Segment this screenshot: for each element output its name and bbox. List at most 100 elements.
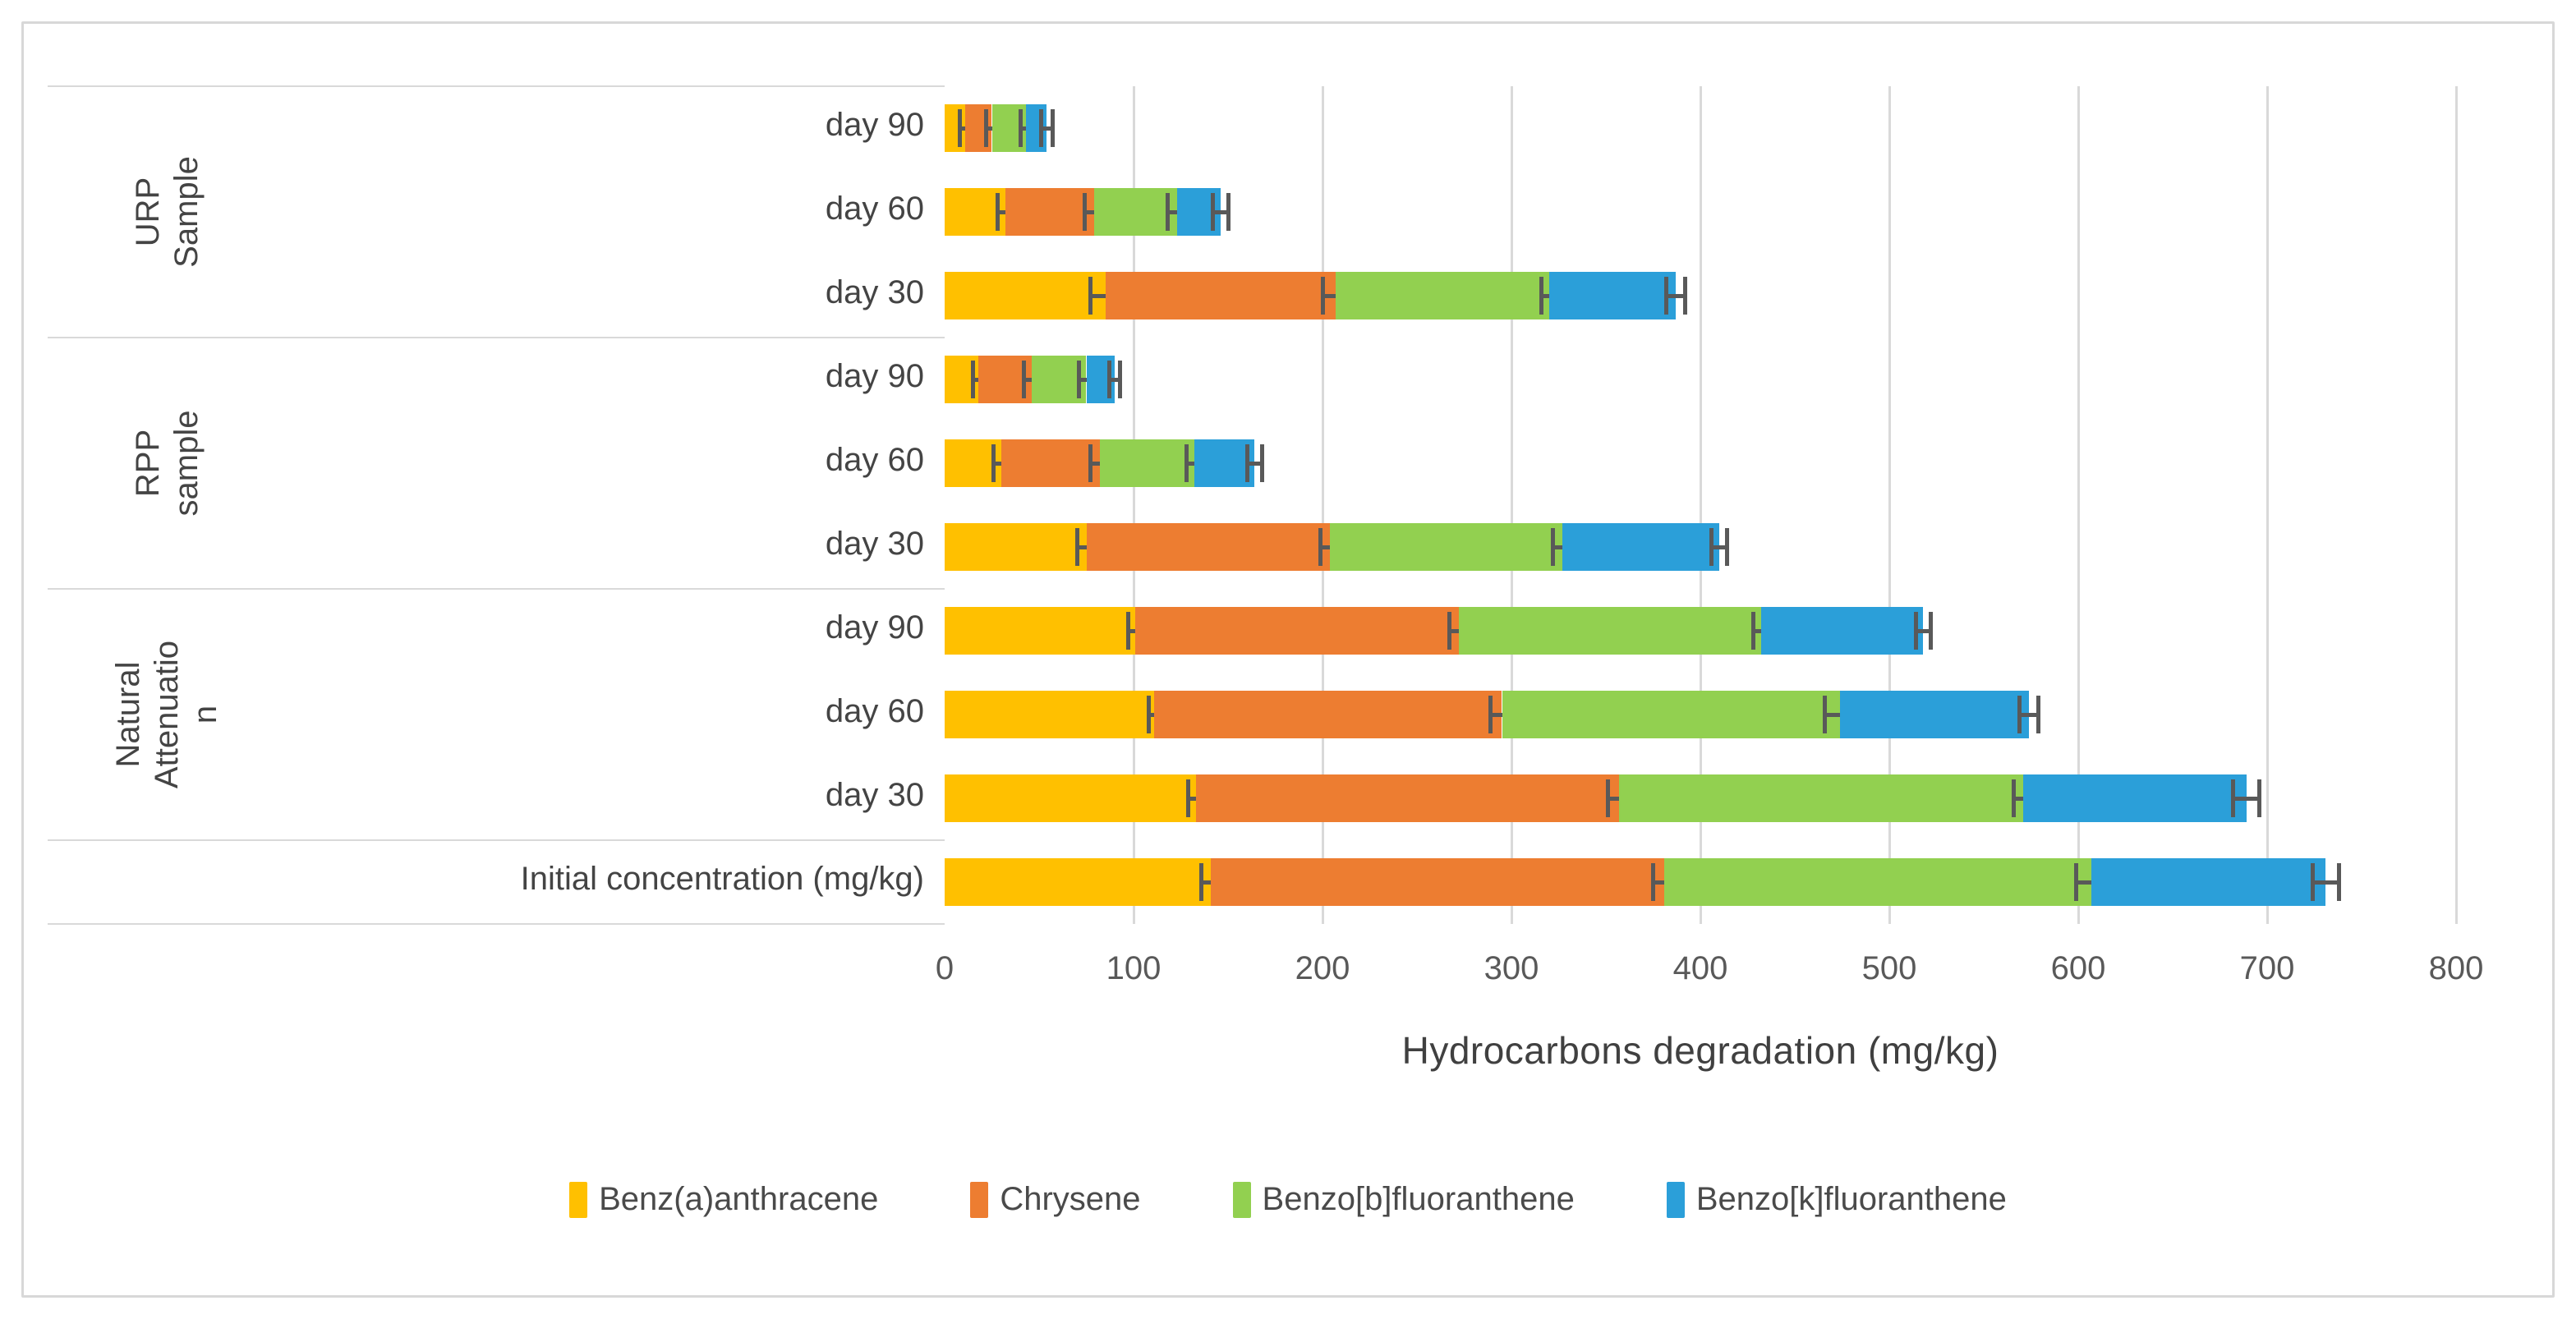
x-tick-label: 700 [2239,950,2295,986]
x-tick-label: 800 [2428,950,2484,986]
x-tick-label: 100 [1106,950,1162,986]
bar-segment-benz-a-anthracene [945,691,1155,738]
error-bar [986,126,998,131]
error-bar [959,126,972,131]
bar-segment-benzo-k-fluoranthene [1549,272,1677,319]
bar-segment-chrysene [1001,439,1100,487]
bar-segment-chrysene [1086,523,1331,571]
error-bar [1916,628,1931,633]
error-bar-cap [1259,444,1264,482]
chart-border-frame [21,21,2555,1298]
error-bar-cap [1539,277,1544,315]
group-label: RPP sample [130,410,205,517]
bar-segment-benz-a-anthracene [945,607,1136,655]
error-bar-cap [1447,612,1451,650]
x-tick-label: 0 [935,950,954,986]
error-bar [1490,712,1514,717]
error-bar-cap [1146,696,1151,733]
error-bar [2019,712,2039,717]
bar-segment-benzo-k-fluoranthene [1194,439,1255,487]
error-bar-cap [1186,779,1191,817]
category-label: day 30 [825,777,924,813]
error-bar [2312,880,2339,885]
error-bar-cap [1088,277,1092,315]
error-bar-cap [1211,193,1216,231]
error-bar-cap [1226,193,1230,231]
x-tick-label: 500 [1861,950,1917,986]
error-bar-cap [957,109,962,147]
legend-item: Chrysene [970,1181,1141,1218]
error-bar [1024,377,1039,382]
error-bar-cap [2231,779,2236,817]
bar-segment-benz-a-anthracene [945,523,1087,571]
error-bar-cap [1074,528,1079,566]
x-tick-label: 200 [1295,950,1350,986]
error-bar-cap [1709,528,1714,566]
error-bar-cap [2074,863,2079,901]
bar-segment-benzo-b-fluoranthene [1502,691,1841,738]
bar-segment-benzo-b-fluoranthene [1619,774,2024,822]
error-bar-cap [1088,444,1092,482]
category-label: day 30 [825,526,924,562]
category-label: day 60 [825,442,924,478]
error-bar-cap [1165,193,1170,231]
legend-label: Chrysene [1000,1181,1141,1217]
error-bar-cap [1551,528,1556,566]
category-label: Initial concentration (mg/kg) [520,861,924,897]
bar-segment-benz-a-anthracene [945,858,1212,906]
category-divider [48,85,945,87]
error-bar-cap [1320,277,1325,315]
legend-marker-icon [1232,1181,1251,1218]
error-bar [1666,293,1686,298]
error-bar-cap [1125,612,1130,650]
bar-segment-benzo-k-fluoranthene [2091,858,2326,906]
bar-segment-benzo-b-fluoranthene [1330,523,1563,571]
gridline [1699,86,1702,924]
category-label: day 90 [825,107,924,143]
bar-segment-benzo-k-fluoranthene [1840,691,2030,738]
legend-item: Benzo[b]fluoranthene [1232,1181,1575,1218]
bar-segment-benz-a-anthracene [945,188,1005,236]
bar-segment-benzo-b-fluoranthene [1099,439,1194,487]
category-divider [48,923,945,925]
legend-item: Benz(a)anthracene [569,1181,878,1218]
category-divider [48,337,945,338]
x-tick-label: 300 [1484,950,1539,986]
category-label: day 90 [825,609,924,646]
bar-segment-benzo-k-fluoranthene [1562,523,1719,571]
gridline [1321,86,1324,924]
legend-marker-icon [1666,1181,1685,1218]
error-bar-cap [1244,444,1249,482]
category-label: day 60 [825,191,924,227]
error-bar [1247,461,1263,466]
legend-label: Benzo[b]fluoranthene [1262,1181,1575,1217]
error-bar-cap [1184,444,1189,482]
x-tick-label: 600 [2050,950,2106,986]
error-bar-cap [2310,863,2315,901]
error-bar-cap [2257,779,2262,817]
error-bar [1090,293,1120,298]
error-bar-cap [991,444,996,482]
category-label: day 60 [825,693,924,729]
error-bar-cap [995,193,1000,231]
error-bar-cap [1118,361,1123,398]
error-bar [997,209,1013,214]
error-bar-cap [971,361,975,398]
error-bar-cap [1823,696,1828,733]
error-bar-cap [1082,193,1087,231]
error-bar-cap [1929,612,1934,650]
error-bar [1041,126,1053,131]
category-divider [48,588,945,590]
bar-segment-chrysene [1154,691,1502,738]
gridline [1888,86,1891,924]
error-bar [1109,377,1120,382]
bar-segment-benzo-b-fluoranthene [1093,188,1177,236]
group-label: URP Sample [130,156,205,268]
bar-segment-benz-a-anthracene [945,272,1106,319]
error-bar-cap [1050,109,1055,147]
bar-segment-benzo-k-fluoranthene [1760,607,1924,655]
error-bar-cap [1022,361,1027,398]
gridline [2454,86,2458,924]
error-bar-cap [1076,361,1081,398]
